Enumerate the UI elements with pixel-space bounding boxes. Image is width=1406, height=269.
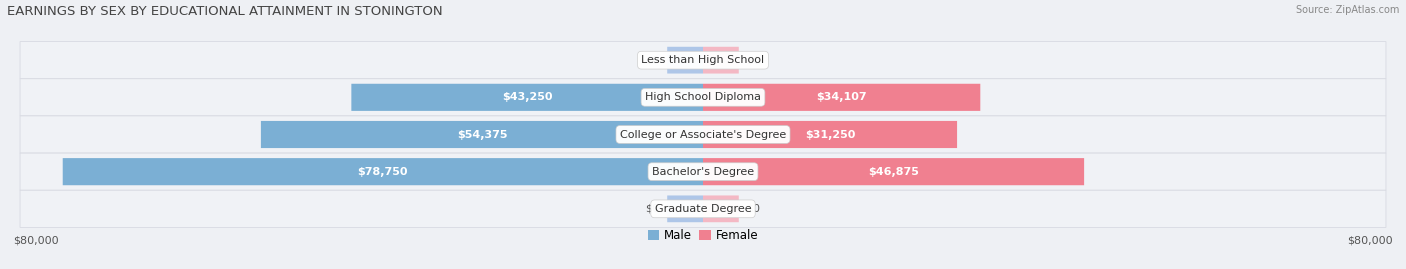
FancyBboxPatch shape: [63, 158, 703, 185]
Text: $34,107: $34,107: [817, 92, 868, 102]
Text: $31,250: $31,250: [804, 129, 855, 140]
FancyBboxPatch shape: [20, 116, 1386, 153]
FancyBboxPatch shape: [668, 47, 703, 73]
Text: $0: $0: [747, 55, 761, 65]
Text: $0: $0: [645, 204, 659, 214]
Text: Graduate Degree: Graduate Degree: [655, 204, 751, 214]
FancyBboxPatch shape: [20, 190, 1386, 227]
FancyBboxPatch shape: [262, 121, 703, 148]
Text: Bachelor's Degree: Bachelor's Degree: [652, 167, 754, 177]
Text: $0: $0: [645, 55, 659, 65]
Text: EARNINGS BY SEX BY EDUCATIONAL ATTAINMENT IN STONINGTON: EARNINGS BY SEX BY EDUCATIONAL ATTAINMEN…: [7, 5, 443, 18]
FancyBboxPatch shape: [20, 153, 1386, 190]
FancyBboxPatch shape: [668, 196, 703, 222]
FancyBboxPatch shape: [703, 84, 980, 111]
FancyBboxPatch shape: [703, 121, 957, 148]
FancyBboxPatch shape: [352, 84, 703, 111]
Text: $46,875: $46,875: [868, 167, 920, 177]
Text: $0: $0: [747, 204, 761, 214]
FancyBboxPatch shape: [703, 196, 738, 222]
FancyBboxPatch shape: [703, 47, 738, 73]
Text: $78,750: $78,750: [357, 167, 408, 177]
Text: High School Diploma: High School Diploma: [645, 92, 761, 102]
Text: $43,250: $43,250: [502, 92, 553, 102]
FancyBboxPatch shape: [20, 79, 1386, 116]
FancyBboxPatch shape: [703, 158, 1084, 185]
Text: $80,000: $80,000: [1347, 236, 1392, 246]
Legend: Male, Female: Male, Female: [643, 225, 763, 247]
Text: $80,000: $80,000: [14, 236, 59, 246]
Text: College or Associate's Degree: College or Associate's Degree: [620, 129, 786, 140]
Text: Source: ZipAtlas.com: Source: ZipAtlas.com: [1295, 5, 1399, 15]
FancyBboxPatch shape: [20, 42, 1386, 79]
Text: Less than High School: Less than High School: [641, 55, 765, 65]
Text: $54,375: $54,375: [457, 129, 508, 140]
